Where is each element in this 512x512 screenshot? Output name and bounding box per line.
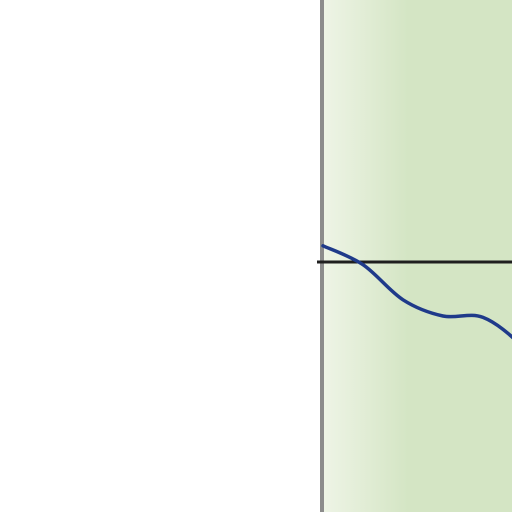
series-group	[321, 244, 512, 340]
plot-area	[323, 0, 512, 512]
series-line-0	[321, 244, 512, 340]
